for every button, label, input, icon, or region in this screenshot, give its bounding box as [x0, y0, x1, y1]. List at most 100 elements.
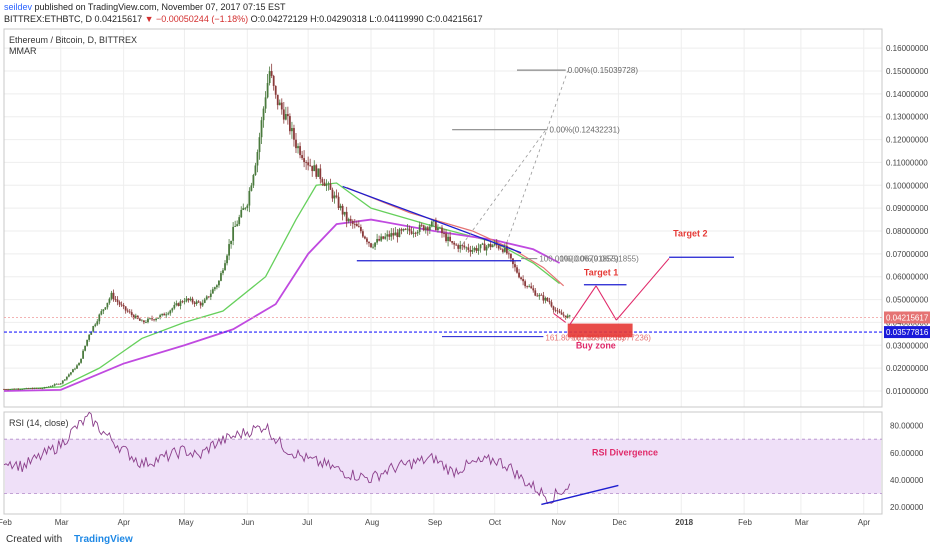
candle-body [394, 232, 397, 236]
x-tick-label: Feb [0, 518, 12, 527]
candle-body [562, 314, 565, 316]
candle-body [140, 320, 143, 322]
candle-body [82, 350, 84, 359]
rsi-pane-frame [3, 411, 883, 515]
candle-body [412, 232, 415, 234]
candle-body [380, 236, 383, 241]
candle-body [37, 388, 40, 389]
candle-body [165, 314, 168, 316]
candle-body [181, 301, 184, 303]
candle-body [96, 321, 99, 325]
candle-body [554, 309, 557, 311]
candle-body [465, 247, 468, 249]
candle-body [171, 308, 174, 311]
candle-body [558, 311, 561, 313]
candle-body [106, 302, 109, 308]
candle-body [222, 270, 224, 274]
candle-body [408, 228, 411, 232]
candle-body [435, 220, 437, 231]
time-axis[interactable]: Feb Mar Apr May Jun Jul Aug Sep Oct Nov Dec 2018 Feb… [0, 518, 871, 527]
candle-body [331, 189, 334, 199]
support-tag [884, 326, 930, 339]
candle-body [536, 295, 539, 297]
rsi-line [3, 411, 571, 505]
candle-body [246, 205, 249, 208]
created-with-text: Created with [6, 534, 63, 545]
candle-body [33, 388, 36, 389]
candle-body [282, 109, 285, 120]
candle-body [216, 285, 218, 288]
candle-body [151, 318, 153, 320]
candle-body [357, 226, 360, 227]
candle-body [197, 301, 200, 303]
candle-body [471, 249, 474, 252]
candle-body [260, 120, 263, 138]
moving-averages [3, 182, 565, 392]
candle-body [179, 301, 182, 306]
candle-body [240, 209, 243, 218]
candle-body [518, 272, 520, 278]
candle-body [213, 287, 216, 290]
candle-body [520, 277, 522, 280]
candle-body [321, 179, 324, 183]
x-tick-label: Apr [858, 518, 871, 527]
y-tick-label: 0.12000000 [886, 136, 929, 145]
chart-title: Ethereum / Bitcoin, D, BITTREX [9, 35, 137, 45]
publish-text: published on TradingView.com, November 0… [34, 2, 286, 12]
y-tick-label: 0.06000000 [886, 273, 929, 282]
candle-body [323, 182, 326, 186]
fib-mid-label: 0.00%(0.12432231) [549, 126, 620, 135]
candle-body [250, 185, 253, 191]
candle-body [98, 314, 101, 322]
y-tick-label: 0.14000000 [886, 90, 929, 99]
rsi-tick-label: 20.00000 [890, 503, 924, 512]
candle-body [49, 386, 52, 388]
candle-body [272, 75, 275, 86]
candle-body [242, 208, 245, 210]
price-axis[interactable]: 0.16000000 0.15000000 0.14000000 0.13000000… [884, 44, 930, 396]
y-tick-label: 0.05000000 [886, 296, 929, 305]
candle-body [187, 298, 190, 301]
rsi-tick-label: 80.00000 [890, 422, 924, 431]
x-tick-label: Mar [55, 518, 69, 527]
y-tick-label: 0.10000000 [886, 181, 929, 190]
candle-body [256, 152, 259, 166]
x-tick-label: May [178, 518, 193, 527]
candle-body [59, 383, 62, 385]
candle-body [262, 108, 265, 121]
y-tick-label: 0.08000000 [886, 227, 929, 236]
candle-body [473, 247, 476, 250]
candle-body [23, 388, 26, 390]
candle-body [274, 85, 277, 95]
candle-body [149, 318, 151, 320]
candle-body [402, 228, 405, 231]
candle-body [67, 374, 70, 377]
candle-body [205, 296, 208, 300]
candle-body [236, 224, 239, 227]
candle-body [41, 388, 44, 390]
fib-top-label: 0.00%(0.15039728) [568, 66, 639, 75]
rsi-indicator: RSI Divergence [3, 411, 882, 506]
candle-body [155, 318, 157, 321]
candle-body [443, 233, 445, 235]
candle-body [351, 221, 354, 224]
candle-body [138, 318, 141, 321]
ohlc-values: O:0.04272129 H:0.04290318 L:0.04119990 C… [250, 14, 483, 24]
candle-body [526, 286, 529, 287]
candle-body [110, 292, 113, 299]
candle-body [126, 310, 129, 312]
y-tick-label: 0.13000000 [886, 113, 929, 122]
candle-body [191, 298, 194, 303]
candle-body [510, 253, 512, 259]
candle-body [370, 243, 372, 248]
author-link[interactable]: seildev [4, 2, 33, 12]
tradingview-logo[interactable]: TradingView [74, 534, 133, 545]
x-tick-label: Dec [612, 518, 626, 527]
candle-body [426, 227, 429, 231]
candle-body [53, 384, 56, 386]
rsi-axis[interactable]: 80.00000 60.00000 40.00000 20.00000 [890, 422, 924, 513]
candle-body [189, 298, 192, 301]
candle-body [564, 315, 567, 318]
candle-body [270, 71, 273, 76]
